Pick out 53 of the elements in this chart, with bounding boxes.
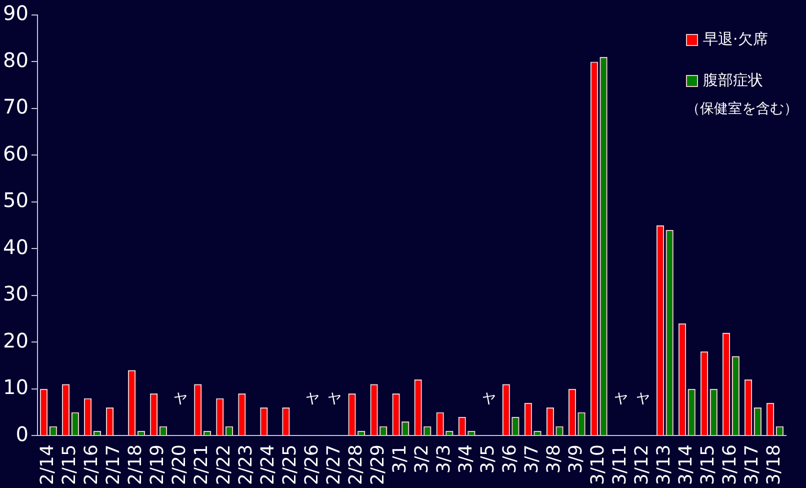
x-tick-label: 2/25 bbox=[279, 444, 300, 485]
x-tick-label: 3/17 bbox=[742, 444, 763, 485]
x-tick-label: 2/20 bbox=[169, 444, 190, 485]
x-tick-label: 2/21 bbox=[191, 444, 212, 485]
x-tick-label: 2/18 bbox=[125, 444, 146, 485]
x-tick-label: 2/22 bbox=[213, 444, 234, 485]
x-tick-label: 2/23 bbox=[235, 444, 256, 485]
x-tick-label: 3/1 bbox=[389, 444, 410, 474]
annotation: （保健室を含む） bbox=[686, 100, 798, 118]
x-tick-label: 2/19 bbox=[147, 444, 168, 485]
x-tick-label: 3/12 bbox=[632, 444, 653, 485]
x-tick-label: 3/13 bbox=[654, 444, 675, 485]
annotation: ヤ bbox=[482, 391, 496, 408]
x-tick-label: 2/24 bbox=[257, 444, 278, 485]
y-tick-label: 50 bbox=[2, 188, 28, 212]
y-tick-label: 20 bbox=[2, 328, 28, 352]
x-tick-label: 3/9 bbox=[566, 444, 587, 474]
x-tick-label: 2/26 bbox=[301, 444, 322, 485]
y-tick-label: 30 bbox=[2, 282, 28, 306]
x-tick-label: 3/7 bbox=[521, 444, 542, 474]
y-tick-label: 70 bbox=[2, 94, 28, 119]
x-tick-label: 2/28 bbox=[345, 444, 366, 485]
y-tick-label: 0 bbox=[16, 422, 28, 446]
legend-label: 早退·欠席 bbox=[703, 30, 768, 49]
x-tick-label: 2/29 bbox=[367, 444, 388, 485]
x-tick-label: 2/15 bbox=[59, 444, 80, 485]
x-tick-label: 3/15 bbox=[698, 444, 719, 485]
x-tick-label: 3/14 bbox=[676, 444, 697, 485]
x-tick-label: 3/4 bbox=[455, 444, 476, 474]
annotation: ヤ bbox=[174, 391, 188, 408]
y-tick-label: 60 bbox=[2, 141, 28, 166]
x-tick-label: 3/2 bbox=[411, 444, 432, 474]
x-tick-label: 2/14 bbox=[37, 444, 58, 485]
annotation: ヤ bbox=[306, 391, 320, 408]
x-tick-label: 3/10 bbox=[588, 444, 609, 485]
legend-label: 腹部症状 bbox=[703, 71, 763, 90]
x-tick-label: 3/6 bbox=[499, 444, 520, 474]
x-tick-label: 3/3 bbox=[433, 444, 454, 474]
x-tick-label: 3/11 bbox=[610, 444, 631, 485]
x-tick-label: 3/16 bbox=[720, 444, 741, 485]
y-tick-label: 80 bbox=[2, 48, 28, 72]
y-tick-label: 90 bbox=[2, 1, 28, 26]
x-tick-label: 3/18 bbox=[764, 444, 785, 485]
annotation: ヤ bbox=[328, 391, 342, 408]
annotation: ヤ bbox=[636, 391, 650, 408]
x-tick-label: 2/16 bbox=[81, 444, 102, 485]
x-tick-label: 3/8 bbox=[544, 444, 564, 474]
x-tick-label: 2/27 bbox=[323, 444, 344, 485]
y-tick-label: 40 bbox=[2, 234, 28, 259]
annotation: ヤ bbox=[614, 391, 628, 408]
y-tick-label: 10 bbox=[2, 375, 28, 400]
x-tick-label: 3/5 bbox=[477, 444, 498, 474]
x-tick-label: 2/17 bbox=[103, 444, 124, 485]
